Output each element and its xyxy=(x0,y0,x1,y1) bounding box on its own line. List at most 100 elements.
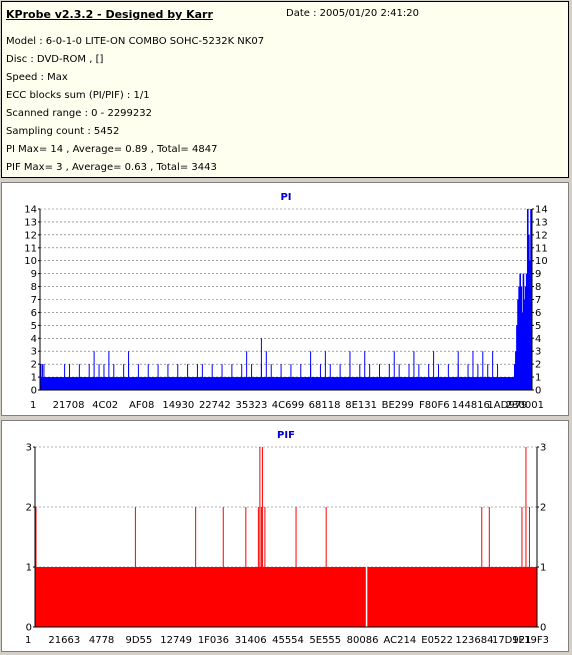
pi-bar xyxy=(528,234,530,390)
info-sampling: Sampling count : 5452 xyxy=(6,126,120,137)
pi-bar xyxy=(517,299,519,390)
pi-xtick-label: 14930 xyxy=(162,400,194,411)
pi-ytick-label-left: 3 xyxy=(31,347,37,358)
pi-ytick-label-left: 5 xyxy=(31,321,37,332)
pi-bar xyxy=(515,351,517,390)
info-disc: Disc : DVD-ROM , [] xyxy=(6,54,104,65)
info-speed: Speed : Max xyxy=(6,72,68,83)
pif-bar-base xyxy=(367,567,537,627)
app-title: KProbe v2.3.2 - Designed by Karr xyxy=(6,8,213,21)
pi-ytick-label-right: 7 xyxy=(535,295,541,306)
pi-ytick-label-right: 12 xyxy=(535,230,548,241)
pi-xtick-label: 1AD979 xyxy=(487,400,527,411)
pif-ytick-label-left: 3 xyxy=(26,443,32,454)
pi-bar xyxy=(524,286,527,390)
pi-xtick-label: 4C699 xyxy=(272,400,304,411)
pi-ytick-label-left: 11 xyxy=(24,243,37,254)
pi-bar xyxy=(526,209,529,390)
pi-ytick-label-left: 6 xyxy=(31,308,37,319)
pi-xtick-label: 21708 xyxy=(53,400,85,411)
pi-bar xyxy=(516,325,518,390)
pif-xtick-label: AC214 xyxy=(383,635,416,646)
pi-xtick-label: AF08 xyxy=(129,400,154,411)
scan-date: Date : 2005/01/20 2:41:20 xyxy=(286,8,419,19)
pi-bar xyxy=(519,273,521,390)
pi-xtick-label: 144816 xyxy=(452,400,490,411)
pif-ytick-label-left: 0 xyxy=(26,623,32,634)
pif-xtick-label: 9D55 xyxy=(125,635,152,646)
pi-ytick-label-left: 10 xyxy=(24,256,37,267)
pif-xtick-label: 31406 xyxy=(235,635,267,646)
pi-ytick-label-left: 4 xyxy=(31,334,37,345)
pif-xtick-label: 123684 xyxy=(455,635,493,646)
pi-bar xyxy=(513,364,516,390)
pif-ytick-label-left: 2 xyxy=(26,503,32,514)
pi-ytick-label-left: 0 xyxy=(31,386,37,397)
pi-bar xyxy=(518,286,520,390)
info-model: Model : 6-0-1-0 LITE-ON COMBO SOHC-5232K… xyxy=(6,36,265,47)
pi-ytick-label-right: 0 xyxy=(535,386,541,397)
pi-ytick-label-right: 1 xyxy=(535,373,541,384)
pif-xtick-label: 12749 xyxy=(160,635,192,646)
pif-xtick-label: 45554 xyxy=(272,635,304,646)
pif-xtick-label: 80086 xyxy=(347,635,379,646)
pif-ytick-label-left: 1 xyxy=(26,563,32,574)
pi-bar xyxy=(530,209,532,390)
pif-panel: PIF 0 0 1 1 2 2 3 3 1 21663 4778 9D55 12749 1F036 31406… xyxy=(1,420,569,652)
info-pif-stats: PIF Max= 3 , Average= 0.63 , Total= 3443 xyxy=(6,162,217,173)
pi-ytick-label-right: 10 xyxy=(535,256,548,267)
pif-xtick-label: 5E555 xyxy=(309,635,341,646)
pi-ytick-label-left: 14 xyxy=(24,205,37,216)
pif-xtick-label: 21663 xyxy=(48,635,80,646)
pi-bar xyxy=(525,273,528,390)
pi-chart-title: PI xyxy=(280,192,291,203)
pif-xtick-label: 17D921 xyxy=(492,635,532,646)
pif-ytick-label-right: 3 xyxy=(540,443,546,454)
pi-xtick-label: 8E131 xyxy=(345,400,377,411)
pi-ytick-label-left: 7 xyxy=(31,295,37,306)
pi-ytick-label-right: 11 xyxy=(535,243,548,254)
pif-xtick-label: E0522 xyxy=(421,635,453,646)
info-range: Scanned range : 0 - 2299232 xyxy=(6,108,152,119)
pi-xtick-label: 35323 xyxy=(236,400,268,411)
pi-ytick-label-right: 14 xyxy=(535,205,548,216)
pi-ytick-label-left: 8 xyxy=(31,282,37,293)
pif-ytick-label-right: 1 xyxy=(540,563,546,574)
pif-xtick-label: 1 xyxy=(25,635,31,646)
pi-ytick-label-right: 3 xyxy=(535,347,541,358)
pi-xtick-label: 68118 xyxy=(309,400,341,411)
pi-ytick-label-right: 8 xyxy=(535,282,541,293)
pi-bar xyxy=(522,273,525,390)
pi-ytick-label-right: 5 xyxy=(535,321,541,332)
pif-xtick-label: 1F19F3 xyxy=(512,635,549,646)
pif-xtick-label: 4778 xyxy=(89,635,114,646)
pi-panel: PI 0 0 1 1 2 2 3 3 4 4 5 5 6 6 7 7 8 8 9 9 10 10 11 11 12 12 13 13 14… xyxy=(1,182,569,416)
pi-xtick-label: 4C02 xyxy=(92,400,118,411)
pif-xtick-label: 1F036 xyxy=(198,635,229,646)
pi-xtick-label: BE299 xyxy=(382,400,414,411)
info-panel: KProbe v2.3.2 - Designed by Karr Date : … xyxy=(1,1,569,178)
pi-ytick-label-left: 13 xyxy=(24,217,37,228)
pi-ytick-label-left: 12 xyxy=(24,230,37,241)
pi-xtick-label: F80F6 xyxy=(419,400,450,411)
pif-ytick-label-right: 0 xyxy=(540,623,546,634)
pif-bar-base xyxy=(35,567,366,627)
pi-ytick-label-right: 6 xyxy=(535,308,541,319)
pi-ytick-label-left: 1 xyxy=(31,373,37,384)
pi-bar xyxy=(520,286,523,390)
pi-xtick-label: 1 xyxy=(30,400,36,411)
pi-xtick-label: 230001 xyxy=(506,400,544,411)
pi-xtick-label: 22742 xyxy=(199,400,231,411)
pi-ytick-label-left: 2 xyxy=(31,360,37,371)
pi-bar xyxy=(523,299,526,390)
info-ecc: ECC blocks sum (PI/PIF) : 1/1 xyxy=(6,90,150,101)
info-pi-stats: PI Max= 14 , Average= 0.89 , Total= 4847 xyxy=(6,144,218,155)
pi-bar xyxy=(529,260,531,390)
pi-ytick-label-right: 4 xyxy=(535,334,541,345)
pi-ytick-label-right: 13 xyxy=(535,217,548,228)
pi-ytick-label-right: 2 xyxy=(535,360,541,371)
pi-ytick-label-right: 9 xyxy=(535,269,541,280)
pif-ytick-label-right: 2 xyxy=(540,503,546,514)
